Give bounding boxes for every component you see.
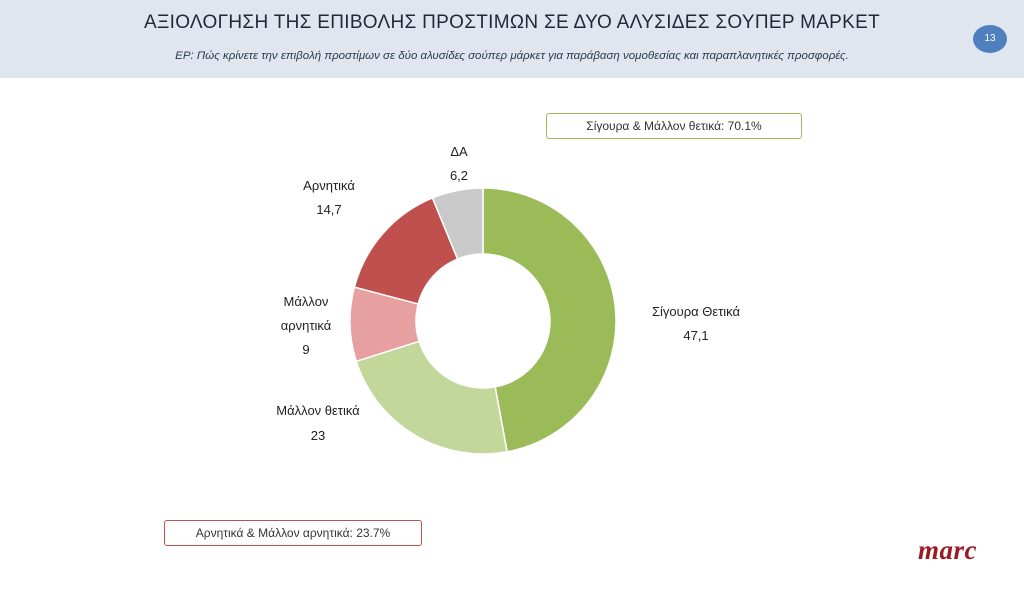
slice-label-4: Αρνητικά 14,7: [303, 178, 355, 217]
donut-slice-2: [355, 340, 508, 455]
positive-summary-box: Σίγουρα & Μάλλον θετικά: 70.1%: [546, 113, 802, 139]
page-title: ΑΞΙΟΛΟΓΗΣΗ ΤΗΣ ΕΠΙΒΟΛΗΣ ΠΡΟΣΤΙΜΩΝ ΣΕ ΔΥΟ…: [144, 12, 880, 33]
slice-label-5: ΔΑ 6,2: [450, 144, 468, 183]
page-number-badge: 13: [973, 25, 1007, 53]
slice-label-1: Σίγουρα Θετικά 47,1: [652, 304, 741, 343]
question-text: ΕΡ: Πώς κρίνετε την επιβολή προστίμων σε…: [175, 50, 849, 62]
donut-slice-5: [431, 187, 484, 260]
slice-label-3: Μάλλον αρνητικά 9: [281, 294, 332, 357]
marc-logo: marc: [918, 535, 977, 565]
header-bar: ΑΞΙΟΛΟΓΗΣΗ ΤΗΣ ΕΠΙΒΟΛΗΣ ΠΡΟΣΤΙΜΩΝ ΣΕ ΔΥΟ…: [0, 0, 1024, 78]
negative-summary-box: Αρνητικά & Μάλλον αρνητικά: 23.7%: [164, 520, 422, 546]
donut-slice-1: [482, 187, 617, 453]
slice-label-2: Μάλλον θετικά 23: [276, 403, 360, 443]
